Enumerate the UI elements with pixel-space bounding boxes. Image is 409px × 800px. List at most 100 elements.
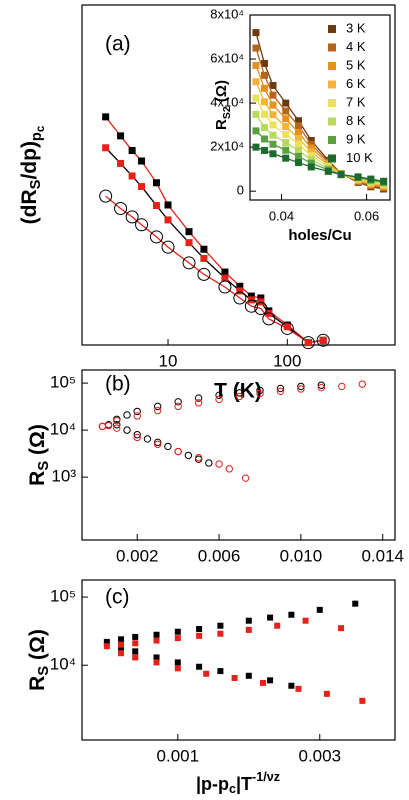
data-point	[118, 636, 125, 643]
data-point	[200, 254, 208, 262]
data-point	[241, 474, 250, 482]
data-point	[295, 159, 303, 167]
data-point	[280, 321, 294, 335]
y-tick-label: 2x10⁴	[210, 139, 244, 154]
data-point	[153, 659, 160, 666]
legend-swatch	[328, 136, 336, 144]
label-part: c	[35, 125, 47, 132]
data-point	[235, 392, 244, 401]
data-point	[200, 245, 208, 253]
data-point	[252, 29, 260, 37]
data-point	[301, 336, 315, 350]
panel-label: (a)	[105, 33, 131, 56]
x-tick-label: 0.002	[116, 546, 159, 565]
data-point	[297, 382, 305, 391]
data-point	[161, 240, 175, 254]
data-point	[316, 333, 330, 347]
data-point	[245, 626, 252, 633]
data-point	[236, 287, 244, 295]
data-point	[117, 132, 125, 140]
data-point	[295, 122, 303, 130]
data-point	[113, 421, 121, 429]
data-point	[295, 147, 303, 155]
data-point	[252, 61, 260, 69]
data-point	[269, 150, 277, 158]
data-point	[117, 159, 125, 167]
data-point	[276, 384, 285, 393]
data-point	[221, 274, 229, 282]
x-tick-label: 0.001	[157, 746, 200, 765]
data-point	[359, 697, 366, 704]
data-point	[197, 267, 211, 281]
y-tick-label: 10⁴	[50, 420, 76, 439]
data-point	[174, 402, 182, 411]
data-point	[174, 659, 181, 666]
data-point	[152, 179, 160, 187]
data-point	[254, 301, 268, 315]
label-part: p	[29, 132, 45, 141]
data-point	[295, 152, 303, 160]
data-point	[133, 407, 141, 416]
data-point	[128, 147, 136, 155]
label-part: S	[28, 179, 44, 189]
data-point	[231, 674, 238, 681]
x-tick-label: 0.06	[354, 208, 379, 223]
data-point	[217, 630, 224, 637]
data-point	[225, 465, 233, 473]
label-part: c	[229, 782, 236, 796]
data-point	[194, 453, 203, 462]
data-point	[252, 78, 260, 86]
data-point	[256, 386, 264, 395]
legend-label: 9 K	[346, 131, 366, 146]
data-point	[104, 421, 113, 430]
data-point	[182, 256, 196, 270]
data-point	[259, 679, 266, 686]
data-point	[323, 690, 330, 697]
data-point	[235, 389, 244, 397]
data-point	[288, 611, 295, 618]
x-tick-label: 0.014	[361, 546, 404, 565]
data-point	[260, 135, 268, 143]
data-point	[316, 606, 323, 613]
data-point	[233, 291, 247, 305]
data-point	[194, 399, 203, 407]
data-point	[244, 299, 258, 313]
label-part: /dp)	[18, 141, 41, 179]
x-tick-label: 0.010	[280, 546, 323, 565]
data-point	[282, 99, 290, 107]
data-point	[245, 672, 252, 679]
data-point	[133, 433, 141, 442]
legend-label: 4 K	[346, 39, 366, 54]
data-point	[123, 411, 131, 419]
data-point	[276, 387, 285, 395]
data-point	[132, 648, 139, 655]
data-point	[149, 230, 163, 244]
data-point	[98, 422, 107, 431]
x-axis-label: T (K)	[214, 380, 262, 403]
data-point	[282, 131, 290, 139]
data-point	[102, 113, 110, 121]
legend-label: 6 K	[346, 76, 366, 91]
data-point	[103, 643, 110, 650]
data-point	[324, 167, 332, 175]
x-tick-label: 0.04	[269, 208, 294, 223]
data-point	[185, 228, 193, 236]
panel-label: (b)	[105, 373, 131, 396]
y-axis-label: RS (Ω)	[26, 424, 52, 486]
data-point	[245, 617, 252, 624]
data-point	[184, 451, 193, 460]
data-point	[282, 107, 290, 115]
legend-label: 10 K	[346, 150, 373, 165]
data-point	[164, 201, 172, 209]
data-point	[354, 173, 362, 181]
data-point	[196, 632, 203, 639]
legend-swatch	[328, 25, 336, 33]
data-point	[252, 44, 260, 52]
data-point	[358, 380, 366, 388]
legend-swatch	[328, 117, 336, 126]
data-point	[164, 216, 172, 224]
data-point	[118, 650, 125, 657]
data-point	[218, 280, 232, 294]
data-point	[269, 101, 277, 109]
